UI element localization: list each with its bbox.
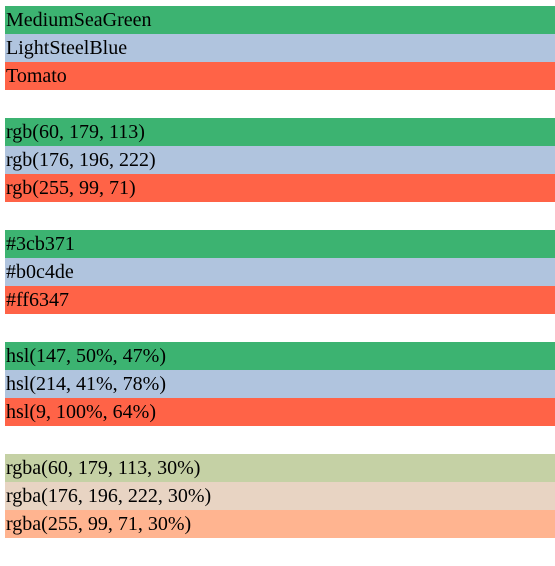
swatch-row: #b0c4de	[5, 258, 555, 286]
hex-colors-group: #3cb371 #b0c4de #ff6347	[5, 230, 555, 314]
named-colors-group: MediumSeaGreen LightSteelBlue Tomato	[5, 6, 555, 90]
swatch-row: #ff6347	[5, 286, 555, 314]
swatch-row: rgb(60, 179, 113)	[5, 118, 555, 146]
swatch-row: hsl(214, 41%, 78%)	[5, 370, 555, 398]
swatch-row: rgba(255, 99, 71, 30%)	[5, 510, 555, 538]
rgb-colors-group: rgb(60, 179, 113) rgb(176, 196, 222) rgb…	[5, 118, 555, 202]
rgba-colors-group: rgba(60, 179, 113, 30%) rgba(176, 196, 2…	[5, 454, 555, 538]
swatch-row: rgb(255, 99, 71)	[5, 174, 555, 202]
swatch-row: #3cb371	[5, 230, 555, 258]
swatch-row: rgb(176, 196, 222)	[5, 146, 555, 174]
swatch-row: LightSteelBlue	[5, 34, 555, 62]
swatch-row: Tomato	[5, 62, 555, 90]
hsl-colors-group: hsl(147, 50%, 47%) hsl(214, 41%, 78%) hs…	[5, 342, 555, 426]
swatch-row: hsl(147, 50%, 47%)	[5, 342, 555, 370]
swatch-row: hsl(9, 100%, 64%)	[5, 398, 555, 426]
swatch-row: rgba(60, 179, 113, 30%)	[5, 454, 555, 482]
swatch-row: rgba(176, 196, 222, 30%)	[5, 482, 555, 510]
color-swatch-list: MediumSeaGreen LightSteelBlue Tomato rgb…	[5, 6, 555, 566]
swatch-row: MediumSeaGreen	[5, 6, 555, 34]
